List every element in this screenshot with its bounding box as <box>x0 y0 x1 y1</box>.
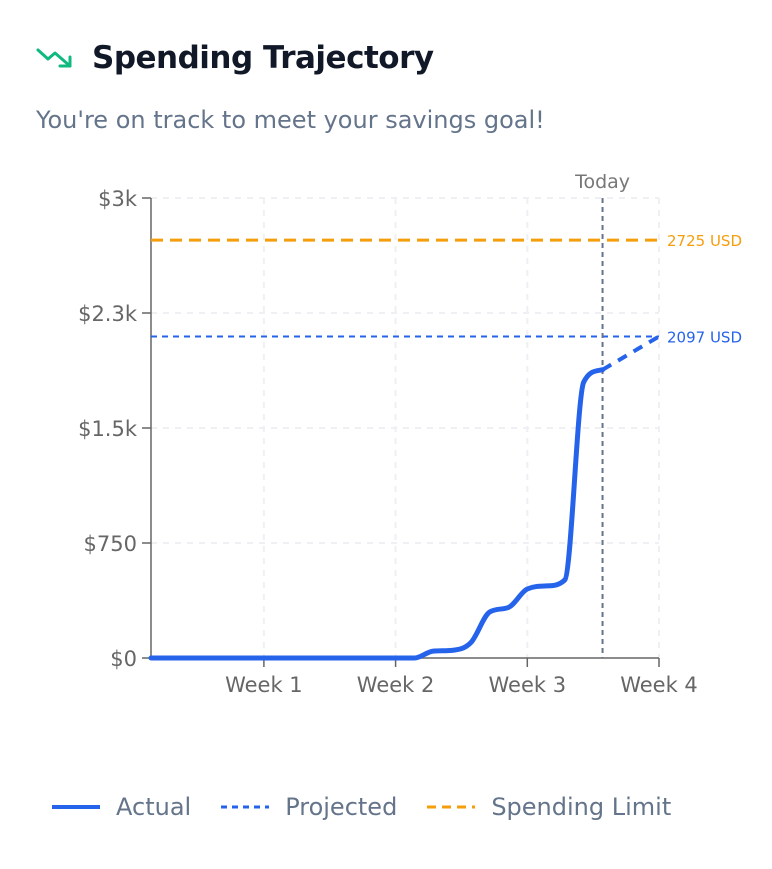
y-tick-label: $3k <box>98 187 138 211</box>
card-title: Spending Trajectory <box>92 40 434 76</box>
today-label: Today <box>574 171 630 193</box>
spending-chart: $0 $750 $1.5k $2.3k $3k Week 1 Week 2 Week 3 Wee… <box>78 171 742 697</box>
x-tick-label: Week 2 <box>357 673 435 697</box>
legend-swatch-projected <box>221 805 270 809</box>
card-header: Spending Trajectory <box>36 40 434 76</box>
actual-series-line <box>148 367 606 661</box>
y-tick-label: $0 <box>110 647 137 671</box>
legend-item-spending-limit[interactable]: Spending Limit <box>427 793 671 821</box>
reference-line-label: 2097 USD <box>667 328 742 346</box>
legend-label: Spending Limit <box>491 793 672 821</box>
trending-down-icon <box>36 48 72 68</box>
legend-item-actual[interactable]: Actual <box>52 793 191 821</box>
projected-series-line <box>601 334 661 372</box>
legend-label: Projected <box>285 793 398 821</box>
y-tick-label: $2.3k <box>78 302 138 326</box>
legend-swatch-actual <box>52 805 100 809</box>
card-subtitle: You're on track to meet your savings goa… <box>36 106 545 134</box>
x-tick-label: Week 3 <box>489 673 567 697</box>
chart-legend: Actual Projected Spending Limit <box>52 793 701 821</box>
legend-item-projected[interactable]: Projected <box>221 793 397 821</box>
x-tick-label: Week 4 <box>620 673 698 697</box>
x-tick-label: Week 1 <box>225 673 303 697</box>
y-tick-label: $1.5k <box>78 417 138 441</box>
legend-label: Actual <box>116 793 192 821</box>
y-tick-label: $750 <box>84 532 137 556</box>
legend-swatch-spending-limit <box>427 805 476 809</box>
reference-line-label: 2725 USD <box>667 232 742 250</box>
